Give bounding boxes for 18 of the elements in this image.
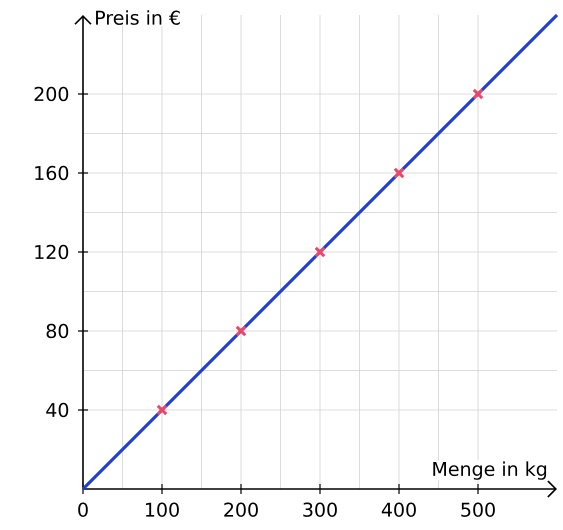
y-tick-label: 160 xyxy=(35,166,68,180)
point xyxy=(235,325,247,337)
x-tick-label: 100 xyxy=(146,502,179,517)
x-tick-label: 200 xyxy=(224,502,258,517)
x-tick-label: 0 xyxy=(78,502,88,517)
point xyxy=(156,404,168,416)
point xyxy=(472,88,484,100)
point xyxy=(393,167,405,179)
y-tick-label: 80 xyxy=(46,324,68,338)
point xyxy=(314,246,326,258)
y-tick-label: 200 xyxy=(34,86,68,102)
x-axis-title: Menge in kg xyxy=(433,461,546,480)
x-tick-label: 300 xyxy=(303,502,337,517)
y-tick-label: 120 xyxy=(35,244,68,260)
y-tick-label: 40 xyxy=(46,402,68,418)
y-axis-title: Preis in € xyxy=(96,10,180,25)
x-tick-label: 400 xyxy=(382,502,416,517)
x-tick-label: 500 xyxy=(461,502,495,517)
